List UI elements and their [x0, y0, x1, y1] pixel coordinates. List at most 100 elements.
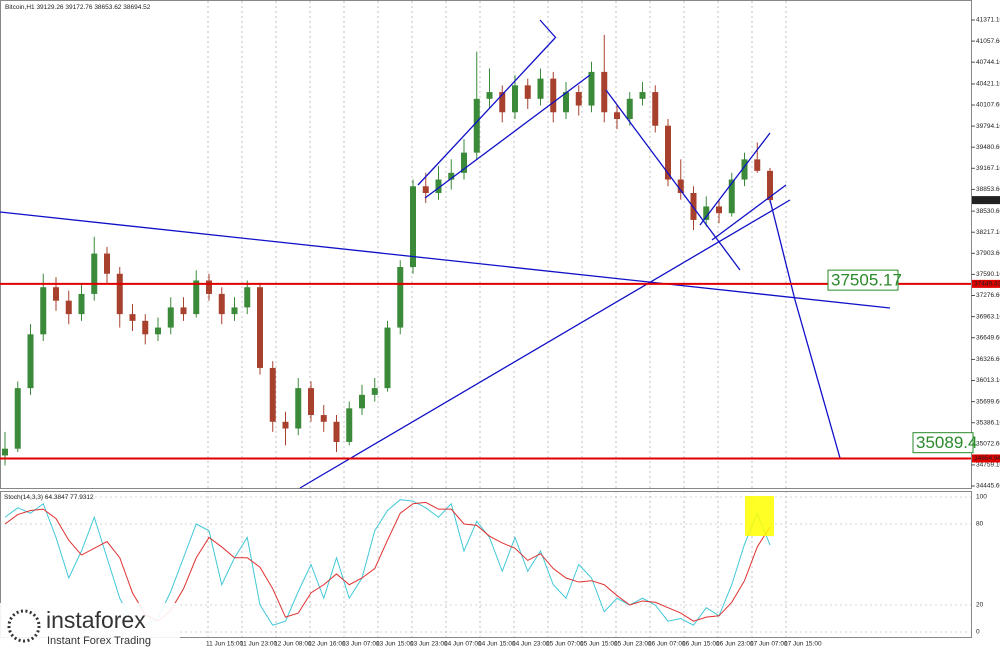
y-tick-label: 41371.10 [976, 17, 1000, 24]
x-tick-label: 17 Jun 07:00 [750, 641, 788, 648]
y-tick-label: 38853.60 [976, 186, 1000, 193]
candle-body [626, 98, 633, 119]
y-tick-label: 36326.60 [976, 356, 1000, 363]
x-tick-label: 12 Jun 16:00 [308, 641, 346, 648]
candle-body [499, 92, 506, 113]
candle-body [448, 172, 455, 180]
projection-line [769, 199, 841, 459]
y-tick-label: 39794.10 [976, 123, 1000, 130]
price-panel [0, 0, 972, 489]
stoch-tick-label: 80 [976, 521, 984, 528]
candle-body [167, 307, 174, 328]
candle-body [333, 421, 340, 442]
candle-body [206, 280, 212, 294]
candle-body [116, 273, 123, 315]
logo-tagline: Instant Forex Trading [47, 635, 151, 647]
y-tick-label: 36963.10 [976, 313, 1000, 320]
candle-body [639, 92, 646, 99]
candle-body [435, 179, 442, 194]
wedge-line [699, 132, 771, 226]
candle-body [728, 179, 735, 214]
channel-line [605, 89, 741, 271]
candle-body [282, 421, 289, 429]
candle-body [422, 186, 429, 194]
candle-body [295, 388, 302, 429]
logo-bg [0, 603, 180, 650]
candle-body [231, 307, 238, 315]
candle-body [269, 367, 276, 422]
candle-body [410, 186, 416, 268]
candle-body [563, 92, 569, 113]
candle-body [193, 280, 200, 315]
stoch-header: Stoch(14,3,3) 64.3847 77.9312 [4, 494, 94, 501]
candle-body [601, 71, 608, 113]
x-tick-label: 14 Jun 23:00 [512, 641, 550, 648]
y-tick-label: 37276.60 [976, 292, 1000, 299]
x-tick-label: 13 Jun 15:00 [376, 641, 414, 648]
candle-body [104, 253, 110, 274]
candle-body [180, 307, 187, 315]
candle-body [384, 327, 391, 389]
stoch-title: Stoch(14,3,3) [4, 494, 43, 501]
y-tick-label: 38217.10 [976, 229, 1000, 236]
candle-body [537, 78, 544, 99]
candle-body [588, 71, 595, 106]
candle-body [716, 206, 722, 214]
candle-body [40, 287, 47, 335]
candle-body [218, 293, 225, 315]
stoch-line [4, 501, 771, 622]
candle-body [614, 112, 620, 119]
wedge-line [711, 184, 787, 241]
x-tick-label: 15 Jun 07:00 [546, 641, 584, 648]
candle-body [142, 320, 149, 335]
level-tag [972, 454, 1000, 463]
candle-body [257, 287, 263, 368]
y-tick-label: 34445.60 [976, 483, 1000, 490]
candle-body [473, 98, 480, 153]
trend-line [0, 211, 891, 309]
channel-line [424, 74, 591, 199]
y-tick-label: 36013.10 [976, 377, 1000, 384]
y-tick-label: 40107.60 [976, 102, 1000, 109]
logo-icon [7, 609, 41, 643]
candle-body [244, 287, 251, 308]
trend-line [299, 199, 791, 489]
y-tick-label: 36649.60 [976, 334, 1000, 341]
y-tick-label: 35699.60 [976, 398, 1000, 405]
highlight-box [745, 496, 774, 536]
chart-header: Bitcoin,H1 39129.26 39172.76 38653.62 38… [5, 4, 151, 11]
candle-body [308, 388, 314, 416]
x-tick-label: 12 Jun 08:00 [274, 641, 312, 648]
candle-body [512, 85, 518, 113]
level-label: 34854.94 [974, 455, 1000, 462]
y-tick-label: 35072.60 [976, 441, 1000, 448]
last-price-label: 38694.52 [974, 197, 1000, 204]
candle-body [677, 179, 684, 194]
channel-line [539, 19, 557, 39]
candle-body [397, 267, 404, 328]
x-tick-label: 16 Jun 07:00 [648, 641, 686, 648]
y-tick-label: 35386.10 [976, 419, 1000, 426]
channel-line [417, 37, 556, 186]
logo: instaforex Instant Forex Trading [0, 603, 180, 650]
candle-body [486, 92, 493, 99]
candle-body [371, 388, 378, 395]
chart-title: Bitcoin,H1 [5, 4, 35, 11]
stoch-k: 64.3847 [45, 494, 69, 501]
header-close: 38694.52 [123, 4, 150, 11]
x-tick-label: 11 Jun 23:00 [240, 641, 277, 648]
candle-body [78, 293, 85, 315]
candle-body [155, 327, 161, 335]
candle-body [767, 170, 773, 201]
stoch-tick-label: 0 [976, 629, 980, 636]
logo-name: instaforex [46, 607, 146, 633]
target-box [827, 269, 899, 291]
candle-body [320, 415, 327, 422]
candle-body [652, 92, 659, 126]
y-tick-label: 34759.10 [976, 462, 1000, 469]
stoch-d: 77.9312 [70, 494, 94, 501]
candle-body [524, 85, 531, 99]
y-tick-label: 37903.60 [976, 250, 1000, 257]
level-tag [972, 279, 1000, 288]
trend-lines [0, 19, 891, 489]
